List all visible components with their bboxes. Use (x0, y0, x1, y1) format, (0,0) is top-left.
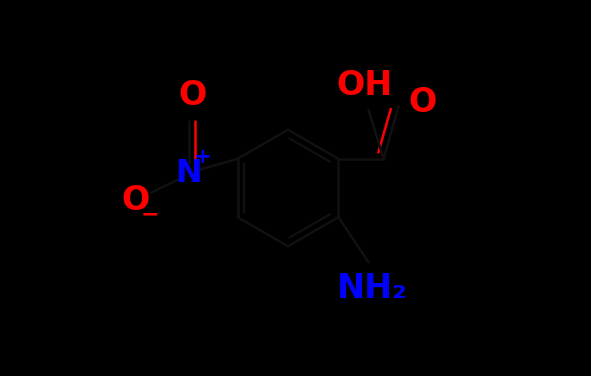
Text: +: + (194, 147, 212, 167)
Text: N: N (176, 158, 202, 190)
Text: O: O (122, 184, 150, 217)
Text: −: − (141, 205, 160, 224)
Text: OH: OH (337, 70, 393, 102)
Text: O: O (178, 79, 206, 112)
Text: NH₂: NH₂ (337, 272, 408, 305)
Text: O: O (408, 86, 436, 119)
